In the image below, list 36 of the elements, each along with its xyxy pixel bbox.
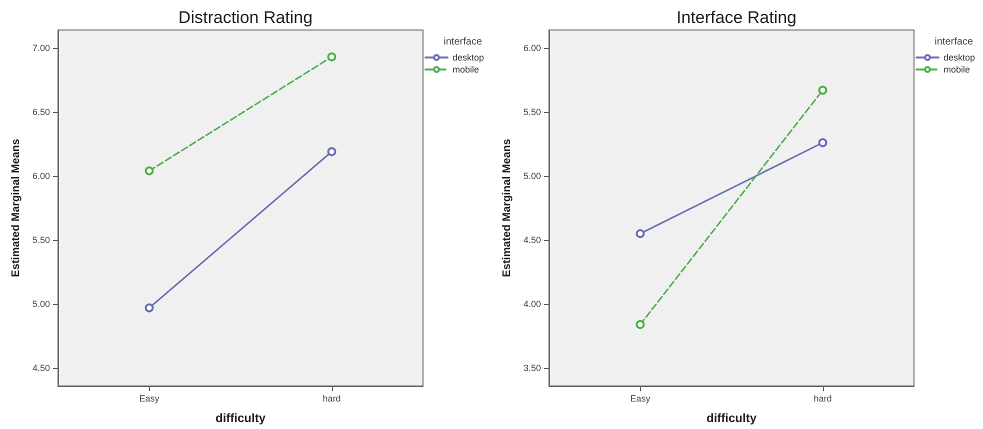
point — [144, 166, 154, 176]
point — [144, 303, 154, 312]
point — [636, 229, 645, 238]
y-tick-label: 4.50 — [523, 235, 541, 246]
legend-title: interface — [934, 36, 974, 48]
point — [636, 320, 645, 330]
x-tick-label: Easy — [630, 394, 651, 404]
y-tick-label: 7.00 — [32, 42, 50, 53]
y-tick-label: 6.00 — [523, 42, 541, 53]
y-axis-title: Estimated Marginal Means — [10, 138, 22, 278]
x-tick-label: hard — [322, 394, 341, 404]
y-axis-title: Estimated Marginal Means — [501, 138, 514, 278]
legend-title: interface — [444, 36, 482, 48]
y-tick-label: 5.50 — [32, 235, 50, 246]
x-tick-label: hard — [814, 394, 832, 404]
legend-label: desktop — [943, 52, 976, 62]
legend-label: mobile — [943, 64, 970, 74]
y-tick-label: 4.00 — [523, 299, 541, 310]
legend-label: desktop — [452, 52, 484, 62]
point — [327, 52, 336, 62]
y-tick-label: 4.50 — [32, 363, 50, 374]
chart-title: Distraction Rating — [178, 8, 313, 27]
y-tick-label: 6.00 — [32, 170, 50, 181]
x-tick-label: Easy — [139, 394, 160, 404]
y-tick-label: 5.00 — [32, 299, 50, 310]
x-axis-title: difficulty — [706, 411, 757, 425]
legend-label: mobile — [452, 64, 479, 74]
point — [327, 147, 336, 156]
point — [818, 86, 828, 95]
y-tick-label: 3.50 — [523, 363, 541, 374]
x-axis-title: difficulty — [216, 411, 266, 425]
point — [818, 138, 828, 148]
y-tick-label: 5.50 — [523, 106, 541, 117]
y-tick-label: 6.50 — [32, 106, 50, 117]
chart-title: Interface Rating — [676, 8, 797, 27]
y-tick-label: 5.00 — [523, 170, 541, 181]
